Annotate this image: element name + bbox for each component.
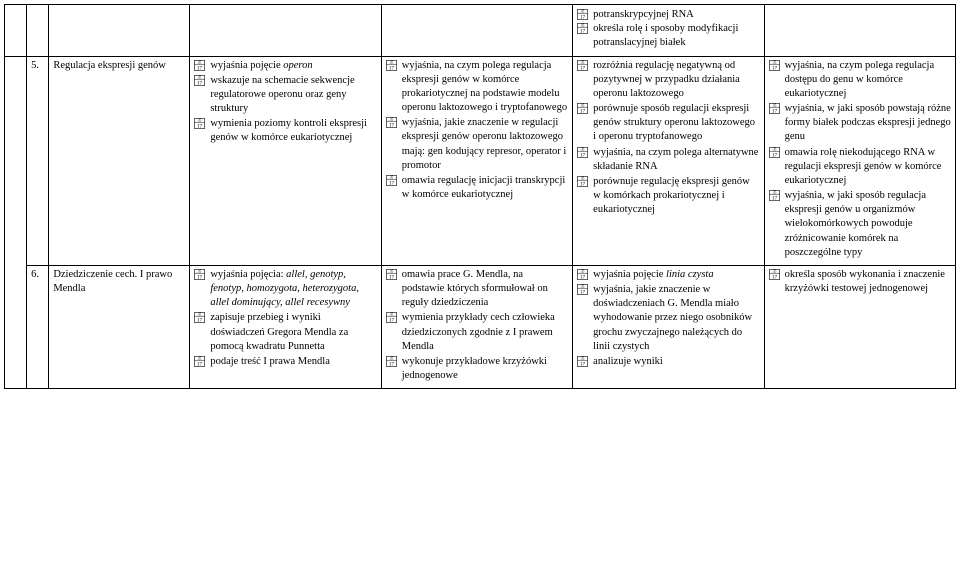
bullet-item: omawia prace G. Mendla, na podstawie któ…: [386, 268, 568, 311]
cell-empty: [764, 5, 955, 57]
bullet-item: określa sposób wykonania i znaczenie krz…: [769, 268, 951, 296]
bullet-item: rozróżnia regulację negatywną od pozytyw…: [577, 59, 759, 102]
bullet-item: wyjaśnia pojęcie operon: [194, 59, 376, 73]
bullet-item: analizuje wyniki: [577, 355, 759, 369]
cell-number: 6.: [27, 265, 49, 388]
bullet-item: wyjaśnia, na czym polega regulacja ekspr…: [386, 59, 568, 116]
cell-empty: [27, 5, 49, 57]
bullet-item: wyjaśnia, jakie znaczenie w doświadczeni…: [577, 283, 759, 354]
bullet-list: omawia prace G. Mendla, na podstawie któ…: [386, 268, 568, 383]
bullet-list: wyjaśnia pojęcia: allel, genotyp, fenoty…: [194, 268, 376, 369]
bullet-list: określa sposób wykonania i znaczenie krz…: [769, 268, 951, 296]
bullet-item: wyjaśnia, na czym polega alternatywne sk…: [577, 146, 759, 174]
bullet-item: wyjaśnia, w jaki sposób regulacja ekspre…: [769, 189, 951, 260]
bullet-item: podaje treść I prawa Mendla: [194, 355, 376, 369]
bullet-item: porównuje regulację ekspresji genów w ko…: [577, 175, 759, 218]
cell-number: 5.: [27, 56, 49, 265]
cell-c1: wyjaśnia pojęcia: allel, genotyp, fenoty…: [190, 265, 381, 388]
bullet-item: wyjaśnia, w jaki sposób powstają różne f…: [769, 102, 951, 145]
bullet-list: określa rolę i sposoby modyfikacji potra…: [577, 22, 759, 50]
continuation-text: potranskrypcyjnej RNA: [577, 8, 759, 22]
cell-c2: wyjaśnia, na czym polega regulacja ekspr…: [381, 56, 572, 265]
bullet-list: wyjaśnia, na czym polega regulacja ekspr…: [386, 59, 568, 203]
row-5: 5. Regulacja ekspresji genów wyjaśnia po…: [5, 56, 956, 265]
bullet-list: wyjaśnia pojęcie operonwskazuje na schem…: [194, 59, 376, 146]
bullet-list: wyjaśnia, na czym polega regulacja dostę…: [769, 59, 951, 260]
bullet-item: wskazuje na schemacie sekwencje regulato…: [194, 74, 376, 117]
cell-c4: określa sposób wykonania i znaczenie krz…: [764, 265, 955, 388]
cell-topic: Regulacja ekspresji genów: [49, 56, 190, 265]
bullet-item: wyjaśnia pojęcia: allel, genotyp, fenoty…: [194, 268, 376, 311]
cell-c3: rozróżnia regulację negatywną od pozytyw…: [573, 56, 764, 265]
bullet-item: wyjaśnia, jakie znaczenie w regulacji ek…: [386, 116, 568, 173]
bullet-item: wymienia przykłady cech człowieka dziedz…: [386, 311, 568, 354]
bullet-item: omawia rolę niekodującego RNA w regulacj…: [769, 146, 951, 189]
cell-topic: Dziedziczenie cech. I prawo Mendla: [49, 265, 190, 388]
bullet-item: omawia regulację inicjacji transkrypcji …: [386, 174, 568, 202]
bullet-item: wykonuje przykładowe krzyżówki jednogeno…: [386, 355, 568, 383]
row-continuation: potranskrypcyjnej RNA określa rolę i spo…: [5, 5, 956, 57]
cell-c4: wyjaśnia, na czym polega regulacja dostę…: [764, 56, 955, 265]
curriculum-table: potranskrypcyjnej RNA określa rolę i spo…: [4, 4, 956, 389]
cell-empty: [49, 5, 190, 57]
cell-col5-continuation: potranskrypcyjnej RNA określa rolę i spo…: [573, 5, 764, 57]
cell-lead-empty: [5, 56, 27, 389]
bullet-item: określa rolę i sposoby modyfikacji potra…: [577, 22, 759, 50]
bullet-item: wyjaśnia, na czym polega regulacja dostę…: [769, 59, 951, 102]
cell-empty: [190, 5, 381, 57]
row-6: 6. Dziedziczenie cech. I prawo Mendla wy…: [5, 265, 956, 388]
cell-empty: [381, 5, 572, 57]
bullet-item: wymienia poziomy kontroli ekspresji genó…: [194, 117, 376, 145]
bullet-item: zapisuje przebieg i wyniki doświadczeń G…: [194, 311, 376, 354]
bullet-item: wyjaśnia pojęcie linia czysta: [577, 268, 759, 282]
cell-c1: wyjaśnia pojęcie operonwskazuje na schem…: [190, 56, 381, 265]
bullet-item: porównuje sposób regulacji ekspresji gen…: [577, 102, 759, 145]
cell-c3: wyjaśnia pojęcie linia czystawyjaśnia, j…: [573, 265, 764, 388]
bullet-list: wyjaśnia pojęcie linia czystawyjaśnia, j…: [577, 268, 759, 369]
cell-c2: omawia prace G. Mendla, na podstawie któ…: [381, 265, 572, 388]
cell-empty: [5, 5, 27, 57]
bullet-list: rozróżnia regulację negatywną od pozytyw…: [577, 59, 759, 218]
